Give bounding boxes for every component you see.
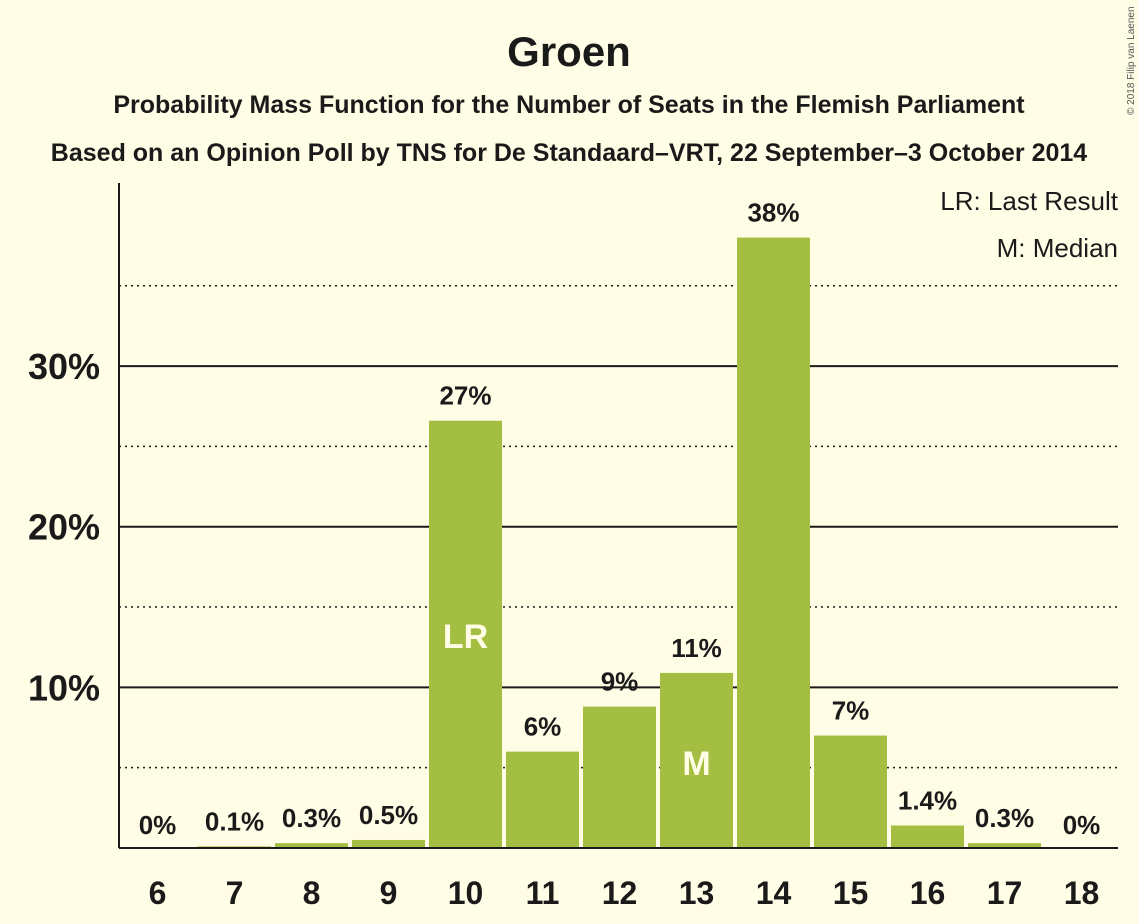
data-label: 0.1%: [205, 806, 264, 836]
bar: [737, 237, 810, 848]
data-label: 11%: [671, 633, 722, 663]
bar: [814, 735, 887, 848]
y-tick-label: 20%: [28, 507, 100, 548]
data-label: 27%: [439, 381, 491, 411]
x-tick-label: 13: [679, 875, 715, 911]
bar-inside-label: M: [682, 745, 710, 783]
data-label: 6%: [524, 712, 562, 742]
x-tick-label: 18: [1064, 875, 1100, 911]
legend-item-median: M: Median: [997, 233, 1118, 263]
x-tick-label: 12: [602, 875, 638, 911]
x-tick-label: 6: [149, 875, 167, 911]
chart-subtitle-2: Based on an Opinion Poll by TNS for De S…: [51, 139, 1087, 167]
chart-title: Groen: [507, 28, 631, 75]
x-tick-label: 8: [303, 875, 321, 911]
bar: [968, 843, 1041, 848]
bar: [275, 843, 348, 848]
labels: 0% 6 0.1% 7 0.3% 8 0.5% 9 27% 10 LR 6% 11 9% 12 11% 13 M 3…: [28, 198, 1100, 911]
copyright-text: © 2018 Filip van Laenen: [1126, 6, 1137, 115]
titles: Groen Probability Mass Function for the …: [51, 28, 1087, 167]
bar: [506, 751, 579, 848]
data-label: 0.3%: [282, 803, 341, 833]
data-label: 7%: [832, 696, 870, 726]
x-tick-label: 11: [526, 875, 560, 911]
bar: [660, 672, 733, 848]
y-tick-label: 30%: [28, 346, 100, 387]
data-label: 0.3%: [975, 803, 1034, 833]
chart-subtitle: Probability Mass Function for the Number…: [113, 91, 1025, 119]
legend: LR: Last Result M: Median: [940, 186, 1119, 263]
data-label: 0%: [1063, 810, 1101, 840]
axes: [118, 183, 1118, 849]
x-tick-label: 10: [448, 875, 484, 911]
x-tick-label: 9: [380, 875, 398, 911]
legend-item-last-result: LR: Last Result: [940, 186, 1119, 216]
y-tick-label: 10%: [28, 667, 100, 708]
bar: [583, 706, 656, 848]
bars: [198, 237, 1041, 848]
data-label: 0%: [139, 810, 177, 840]
x-tick-label: 14: [756, 875, 792, 911]
bar: [429, 420, 502, 848]
bar-inside-label: LR: [443, 618, 488, 656]
data-label: 0.5%: [359, 800, 418, 830]
data-label: 9%: [601, 667, 639, 697]
x-tick-label: 17: [987, 875, 1023, 911]
data-label: 1.4%: [898, 786, 957, 816]
data-label: 38%: [747, 198, 799, 228]
bar: [352, 839, 425, 848]
bar: [891, 825, 964, 848]
x-tick-label: 16: [910, 875, 946, 911]
x-tick-label: 7: [226, 875, 244, 911]
x-tick-label: 15: [833, 875, 869, 911]
